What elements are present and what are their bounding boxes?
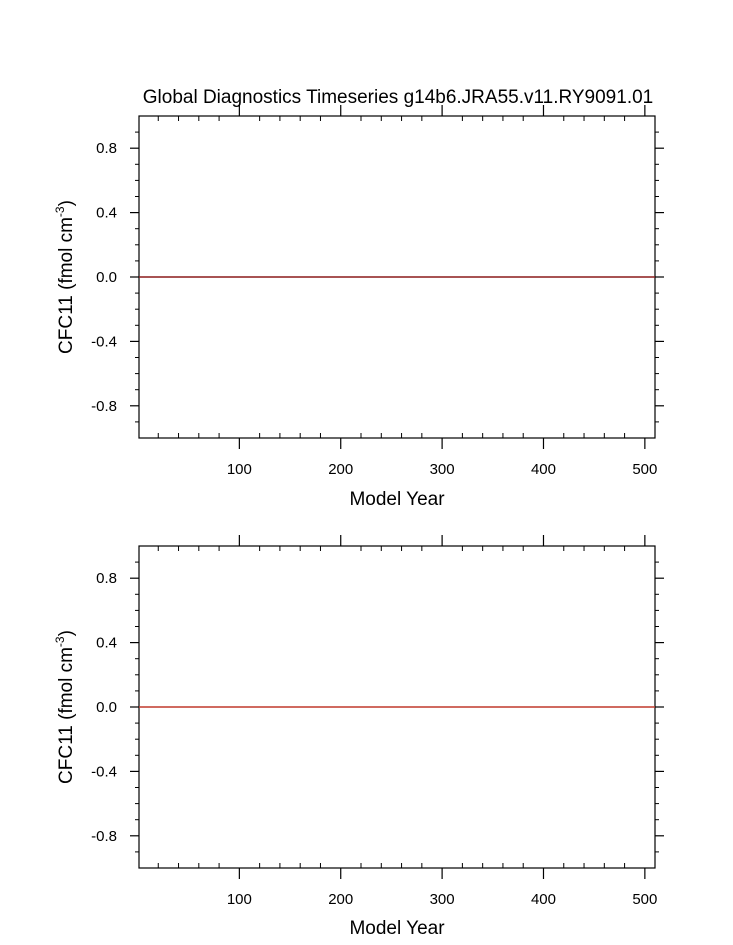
y-axis-label-superscript: -3 xyxy=(53,636,67,647)
x-tick-label: 500 xyxy=(632,461,657,478)
y-tick-labels: -0.8 -0.4 0.0 0.4 0.8 xyxy=(91,570,117,845)
y-tick-label: -0.4 xyxy=(91,333,117,350)
y-axis-label-superscript: -3 xyxy=(53,206,67,217)
x-tick-label: 100 xyxy=(227,461,252,478)
major-ticks xyxy=(130,535,664,879)
x-tick-label: 200 xyxy=(328,461,353,478)
x-tick-label: 300 xyxy=(430,891,455,908)
x-axis-label: Model Year xyxy=(349,489,445,510)
x-tick-labels: 100 200 300 400 500 xyxy=(227,891,658,908)
y-tick-labels: -0.8 -0.4 0.0 0.4 0.8 xyxy=(91,140,117,415)
x-tick-label: 400 xyxy=(531,891,556,908)
y-tick-label: -0.8 xyxy=(91,398,117,415)
x-tick-label: 200 xyxy=(328,891,353,908)
y-tick-label: -0.8 xyxy=(91,828,117,845)
y-axis-label: CFC11 (fmol cm-3) xyxy=(53,200,77,354)
y-axis-label-main: CFC11 (fmol cm xyxy=(56,647,77,784)
y-axis-label-main: CFC11 (fmol cm xyxy=(56,217,77,354)
x-tick-label: 500 xyxy=(632,891,657,908)
chart-panel-top: Global Diagnostics Timeseries g14b6.JRA5… xyxy=(53,87,664,510)
y-tick-label: -0.4 xyxy=(91,763,117,780)
x-tick-label: 400 xyxy=(531,461,556,478)
minor-ticks xyxy=(135,116,659,438)
y-tick-label: 0.4 xyxy=(96,205,117,222)
y-tick-label: 0.8 xyxy=(96,140,117,157)
y-tick-label: 0.4 xyxy=(96,635,117,652)
y-axis-label-close: ) xyxy=(56,200,77,206)
y-tick-label: 0.8 xyxy=(96,570,117,587)
x-tick-label: 300 xyxy=(430,461,455,478)
major-ticks xyxy=(130,105,664,449)
y-tick-label: 0.0 xyxy=(96,699,117,716)
chart-panel-bottom: 100 200 300 400 500 -0.8 -0.4 0.0 0.4 0.8 Model … xyxy=(53,535,664,939)
chart-title: Global Diagnostics Timeseries g14b6.JRA5… xyxy=(143,87,653,108)
x-tick-label: 100 xyxy=(227,891,252,908)
y-tick-label: 0.0 xyxy=(96,269,117,286)
y-axis-label: CFC11 (fmol cm-3) xyxy=(53,630,77,784)
x-tick-labels: 100 200 300 400 500 xyxy=(227,461,658,478)
y-axis-label-close: ) xyxy=(56,630,77,636)
x-axis-label: Model Year xyxy=(349,918,445,939)
minor-ticks xyxy=(135,546,659,868)
